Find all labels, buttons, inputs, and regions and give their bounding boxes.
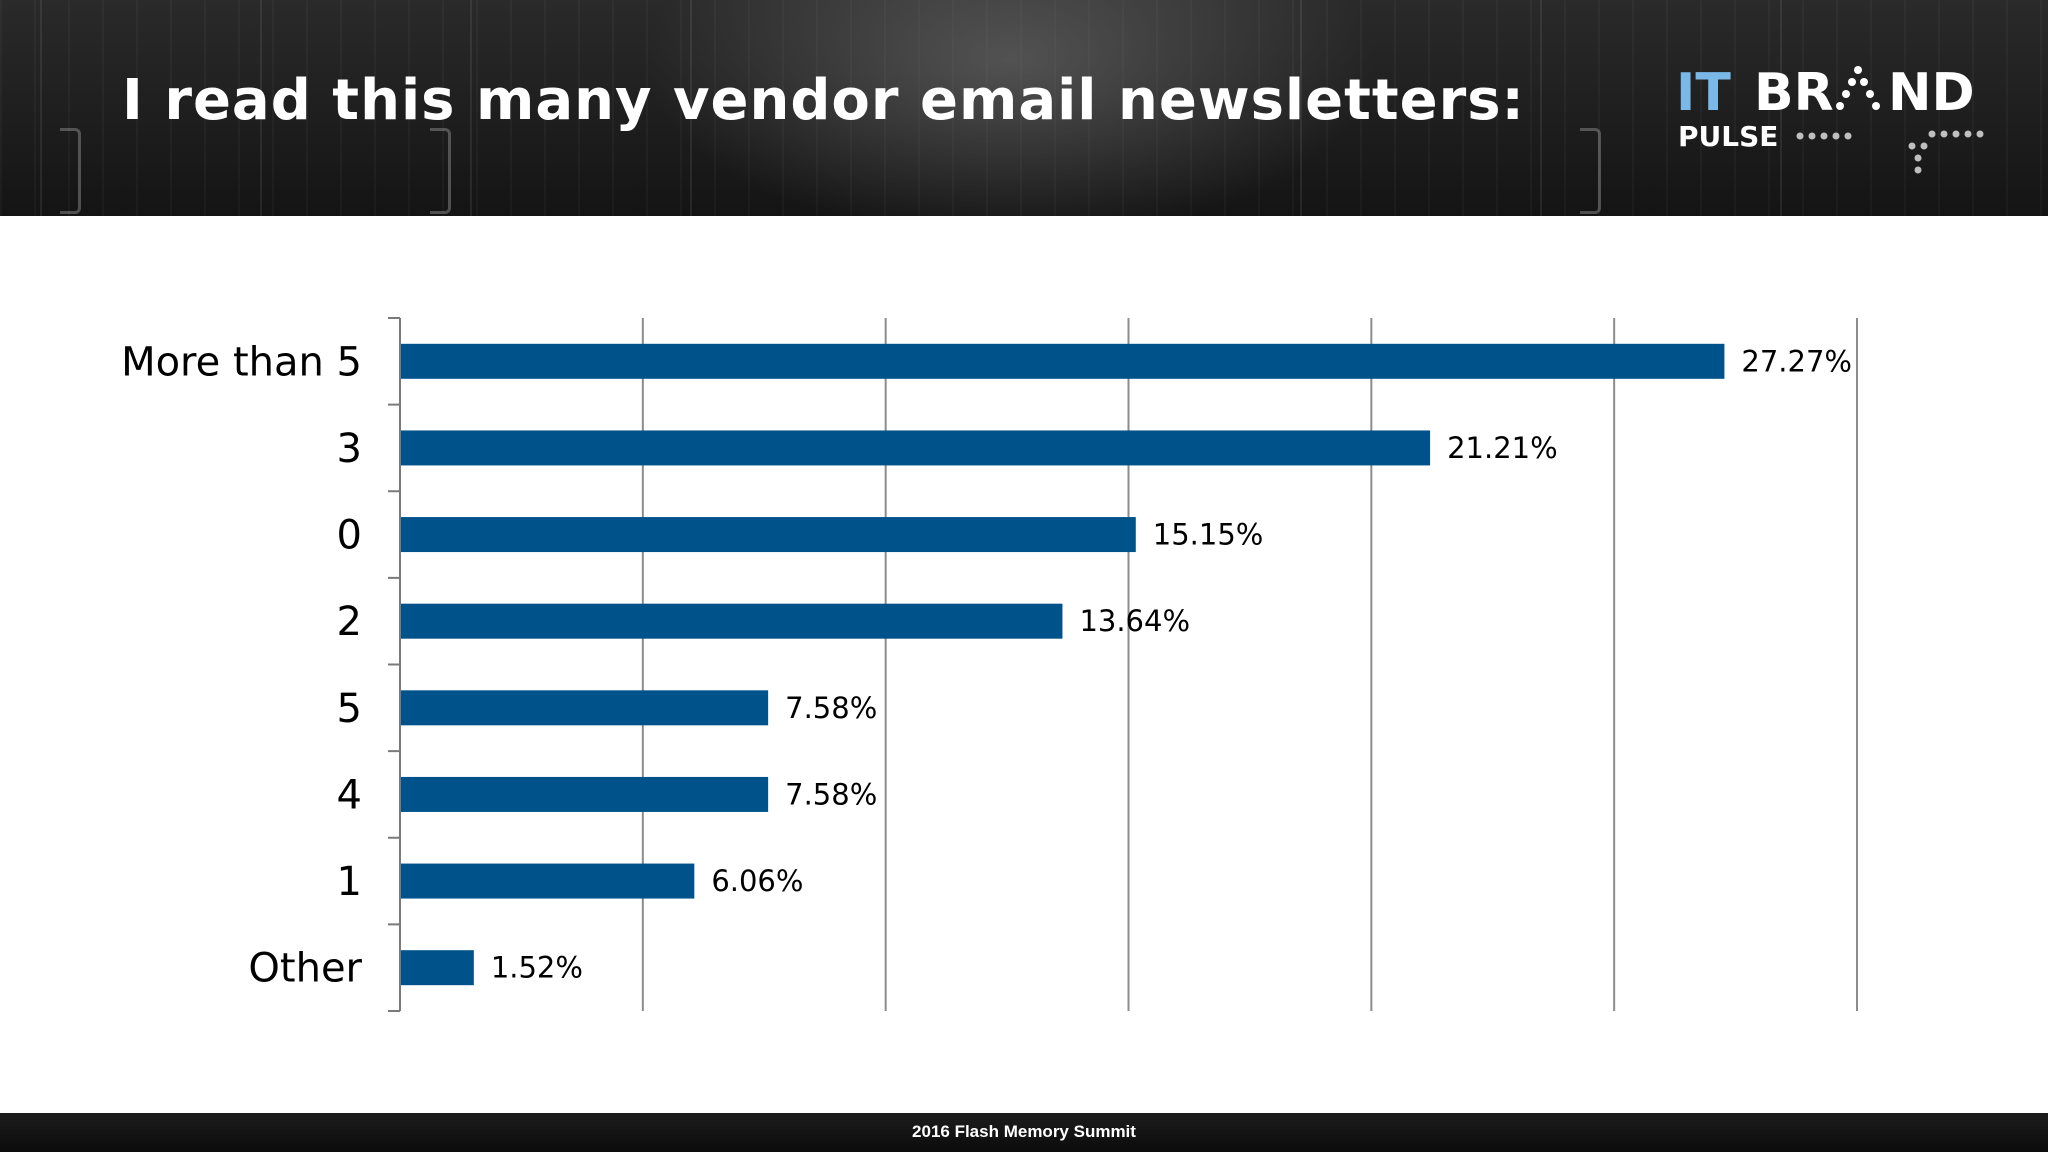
category-label-5: 5: [337, 686, 362, 732]
bar-4: [401, 603, 1063, 639]
category-label-6: 4: [337, 772, 362, 818]
data-label-8: 1.52%: [491, 951, 583, 985]
bar-2: [401, 430, 1431, 466]
footer-bar: [0, 1113, 2048, 1152]
svg-text:BR: BR: [1754, 63, 1834, 123]
bar-1: [401, 343, 1725, 379]
category-label-3: 0: [337, 513, 362, 559]
bar-7: [401, 863, 695, 899]
category-label-2: 3: [337, 426, 362, 472]
footer-text: 2016 Flash Memory Summit: [912, 1122, 1136, 1141]
bar-3: [401, 517, 1136, 553]
logo-dotted-a-mark: [1836, 66, 1880, 110]
bar-6: [401, 776, 769, 812]
data-label-1: 27.27%: [1741, 344, 1852, 378]
data-label-5: 7.58%: [785, 691, 877, 725]
it-brand-pulse-logo: IT BR ND PULSE: [1676, 63, 1984, 174]
data-label-6: 7.58%: [785, 777, 877, 811]
page-title: I read this many vendor email newsletter…: [122, 68, 1525, 133]
logo-dot-trail: [1796, 130, 1984, 174]
data-label-7: 6.06%: [711, 864, 803, 898]
bar-8: [401, 950, 474, 986]
data-label-2: 21.21%: [1447, 431, 1558, 465]
data-label-3: 15.15%: [1153, 518, 1264, 552]
header-banner: [0, 0, 2048, 216]
svg-text:PULSE: PULSE: [1678, 120, 1778, 153]
category-label-8: Other: [248, 946, 362, 992]
svg-text:ND: ND: [1888, 63, 1975, 123]
category-label-1: More than 5: [121, 339, 362, 385]
category-label-7: 1: [337, 859, 362, 905]
category-label-4: 2: [337, 599, 362, 645]
svg-text:IT: IT: [1676, 63, 1731, 123]
bar-5: [401, 690, 769, 726]
data-label-4: 13.64%: [1079, 604, 1190, 638]
